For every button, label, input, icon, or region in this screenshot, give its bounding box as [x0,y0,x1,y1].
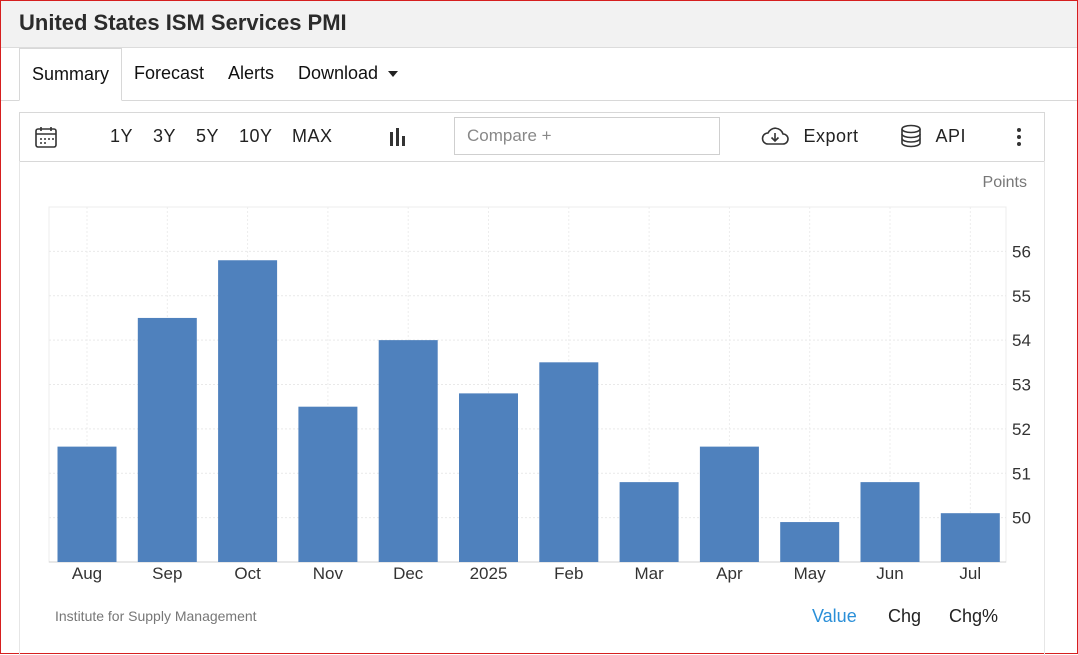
value-tab-chg[interactable]: Chg [888,606,922,626]
export-button[interactable]: Export [760,125,859,147]
tab-forecast[interactable]: Forecast [134,63,205,83]
chart-panel [19,161,1045,655]
api-label: API [935,125,967,146]
chart-toolbar: 1Y 3Y 5Y 10Y MAX Export API [19,112,1045,162]
calendar-icon[interactable] [34,125,58,154]
database-icon [901,124,921,148]
caret-down-icon [388,71,399,78]
title-bar: United States ISM Services PMI [1,1,1077,48]
range-10y[interactable]: 10Y [239,126,273,146]
tab-summary[interactable]: Summary [19,48,123,101]
range-3y[interactable]: 3Y [153,126,177,146]
more-options-icon[interactable] [1016,127,1022,152]
compare-input[interactable] [454,117,720,155]
bar-chart-icon[interactable] [388,126,408,153]
value-tab-value[interactable]: Value [812,606,857,626]
cloud-download-icon [761,127,789,146]
tab-download[interactable]: Download [298,48,399,100]
page-title: United States ISM Services PMI [19,10,347,35]
tab-download-label: Download [298,63,379,83]
unit-label: Points [982,174,1027,191]
tab-bar: Summary Forecast Alerts Download [1,48,1077,101]
range-max[interactable]: MAX [292,126,333,146]
tab-alerts[interactable]: Alerts [228,63,275,83]
export-label: Export [803,125,859,146]
range-1y[interactable]: 1Y [110,126,134,146]
range-5y[interactable]: 5Y [196,126,220,146]
value-tab-chg-percent[interactable]: Chg% [949,606,999,626]
source-label: Institute for Supply Management [55,608,257,624]
api-button[interactable]: API [900,124,966,148]
